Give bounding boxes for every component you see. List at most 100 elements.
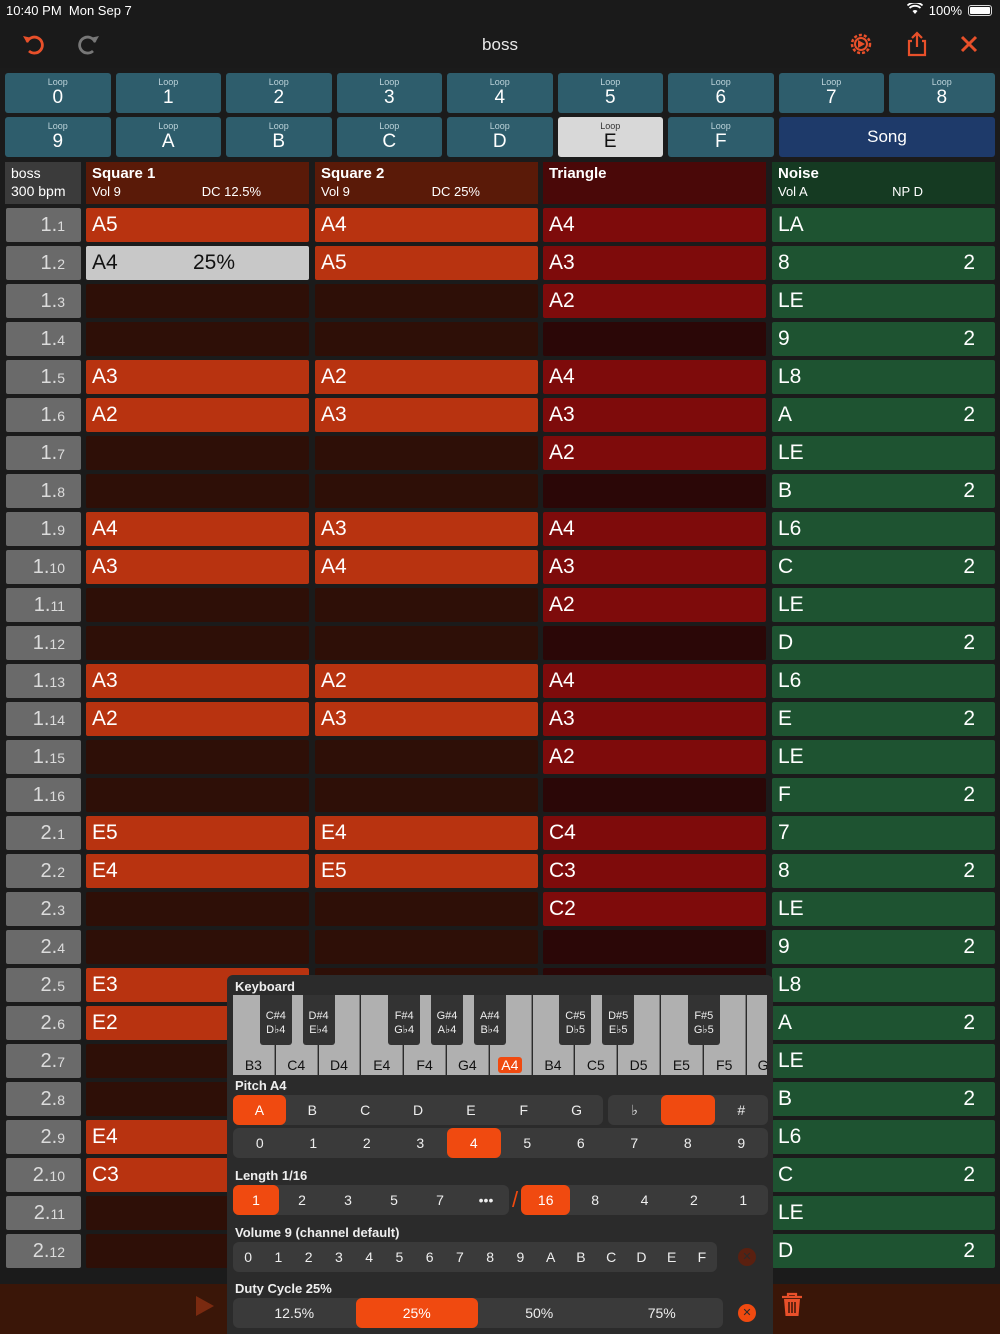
- note-option[interactable]: D: [412, 1102, 424, 1118]
- noise-cell[interactable]: LE: [772, 1196, 995, 1230]
- volume-option[interactable]: F: [697, 1249, 707, 1265]
- loop-button-b[interactable]: Loop B: [226, 117, 332, 157]
- play-icon[interactable]: [196, 1296, 214, 1316]
- note-option[interactable]: G: [571, 1102, 583, 1118]
- noise-cell[interactable]: L8: [772, 968, 995, 1002]
- loop-button-8[interactable]: Loop 8: [889, 73, 995, 113]
- triangle-cell[interactable]: C2: [543, 892, 766, 926]
- square2-cell[interactable]: A4: [315, 208, 538, 242]
- piano-black-key[interactable]: F#4 G♭4: [388, 995, 421, 1045]
- square2-cell[interactable]: [315, 778, 538, 812]
- square1-cell[interactable]: A3: [86, 550, 309, 584]
- undo-icon[interactable]: [17, 30, 49, 62]
- square1-cell[interactable]: [86, 284, 309, 318]
- volume-option[interactable]: E: [666, 1249, 677, 1265]
- loop-button-a[interactable]: Loop A: [115, 117, 221, 157]
- square1-cell[interactable]: [86, 322, 309, 356]
- trash-icon[interactable]: [780, 1292, 804, 1325]
- square1-cell[interactable]: [86, 626, 309, 660]
- close-icon[interactable]: [953, 30, 985, 62]
- duty-cycle-option[interactable]: 25%: [355, 1298, 478, 1328]
- square2-cell[interactable]: A2: [315, 664, 538, 698]
- note-option[interactable]: C: [360, 1102, 371, 1118]
- square2-cell[interactable]: E4: [315, 816, 538, 850]
- square2-cell[interactable]: A5: [315, 246, 538, 280]
- note-option[interactable]: B: [307, 1102, 317, 1118]
- triangle-cell[interactable]: A3: [543, 550, 766, 584]
- square2-cell[interactable]: A3: [315, 398, 538, 432]
- beat-label[interactable]: 1.8: [6, 474, 81, 508]
- gear-icon[interactable]: [845, 30, 877, 62]
- beat-label[interactable]: 1.4: [6, 322, 81, 356]
- loop-button-2[interactable]: Loop 2: [226, 73, 332, 113]
- beat-label[interactable]: 1.3: [6, 284, 81, 318]
- duty-cycle-option[interactable]: 75%: [647, 1305, 676, 1321]
- piano-black-key[interactable]: D#5 E♭5: [602, 995, 635, 1045]
- square2-cell[interactable]: [315, 474, 538, 508]
- square2-cell[interactable]: A4: [315, 550, 538, 584]
- octave-option[interactable]: 6: [576, 1135, 585, 1151]
- noise-cell[interactable]: L6: [772, 664, 995, 698]
- redo-icon[interactable]: [73, 30, 105, 62]
- square1-cell[interactable]: [86, 436, 309, 470]
- beat-label[interactable]: 1.6: [6, 398, 81, 432]
- triangle-cell[interactable]: [543, 626, 766, 660]
- volume-option[interactable]: 6: [425, 1249, 434, 1265]
- note-option[interactable]: A: [233, 1095, 286, 1125]
- square2-cell[interactable]: A2: [315, 360, 538, 394]
- volume-option[interactable]: B: [576, 1249, 586, 1265]
- loop-button-5[interactable]: Loop 5: [557, 73, 663, 113]
- length-denominator-option[interactable]: 4: [640, 1192, 649, 1208]
- noise-cell[interactable]: LE: [772, 436, 995, 470]
- channel-header-square2[interactable]: Square 2 Vol 9 DC 25%: [315, 162, 538, 204]
- triangle-cell[interactable]: A2: [543, 588, 766, 622]
- square2-cell[interactable]: [315, 892, 538, 926]
- clear-volume-icon[interactable]: ✕: [738, 1248, 756, 1266]
- square2-cell[interactable]: [315, 740, 538, 774]
- square1-cell[interactable]: [86, 588, 309, 622]
- noise-cell[interactable]: L6: [772, 1120, 995, 1154]
- piano-key-g5[interactable]: G5: [746, 995, 767, 1075]
- triangle-cell[interactable]: C4: [543, 816, 766, 850]
- length-denominator-option[interactable]: 8: [591, 1192, 599, 1208]
- beat-label[interactable]: 2.9: [6, 1120, 81, 1154]
- note-option[interactable]: E: [466, 1102, 476, 1118]
- beat-label[interactable]: 1.11: [6, 588, 81, 622]
- piano-black-key[interactable]: D#4 E♭4: [302, 995, 335, 1045]
- square2-cell[interactable]: [315, 322, 538, 356]
- octave-option[interactable]: 3: [416, 1135, 425, 1151]
- beat-label[interactable]: 2.8: [6, 1082, 81, 1116]
- triangle-cell[interactable]: [543, 322, 766, 356]
- noise-cell[interactable]: L8: [772, 360, 995, 394]
- song-button[interactable]: Song: [779, 117, 995, 157]
- octave-option[interactable]: 5: [523, 1135, 532, 1151]
- noise-cell[interactable]: 7: [772, 816, 995, 850]
- square1-cell[interactable]: A3: [86, 360, 309, 394]
- loop-button-6[interactable]: Loop 6: [668, 73, 774, 113]
- length-denominator-option[interactable]: 1: [739, 1192, 748, 1208]
- beat-label[interactable]: 2.1: [6, 816, 81, 850]
- beat-label[interactable]: 1.5: [6, 360, 81, 394]
- length-denominator-option[interactable]: 16: [521, 1185, 571, 1215]
- beat-label[interactable]: 2.6: [6, 1006, 81, 1040]
- beat-label[interactable]: 2.3: [6, 892, 81, 926]
- loop-button-4[interactable]: Loop 4: [447, 73, 553, 113]
- beat-label[interactable]: 1.14: [6, 702, 81, 736]
- piano-black-key[interactable]: A#4 B♭4: [473, 995, 506, 1045]
- loop-button-1[interactable]: Loop 1: [115, 73, 221, 113]
- duty-cycle-option[interactable]: 12.5%: [274, 1305, 315, 1321]
- triangle-cell[interactable]: [543, 930, 766, 964]
- loop-button-f[interactable]: Loop F: [668, 117, 774, 157]
- octave-option[interactable]: 2: [362, 1135, 371, 1151]
- square1-cell[interactable]: [86, 474, 309, 508]
- triangle-cell[interactable]: C3: [543, 854, 766, 888]
- triangle-cell[interactable]: A3: [543, 246, 766, 280]
- length-numerator-option[interactable]: 2: [298, 1192, 306, 1208]
- volume-option[interactable]: 8: [486, 1249, 495, 1265]
